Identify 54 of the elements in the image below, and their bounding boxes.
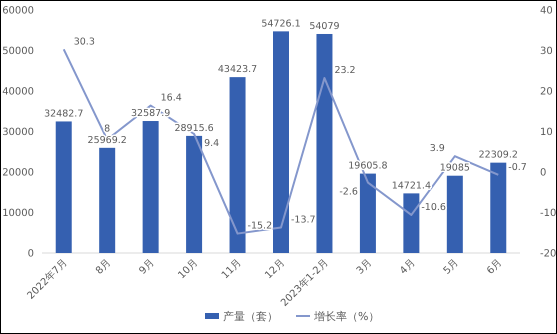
data-label: 30.3 bbox=[74, 36, 95, 48]
x-tick-label: 10月 bbox=[176, 257, 200, 282]
bar bbox=[56, 121, 72, 253]
y2-tick-label: 20 bbox=[540, 86, 553, 98]
data-label: -0.7 bbox=[508, 162, 527, 173]
data-label: -10.6 bbox=[421, 202, 446, 213]
bar bbox=[403, 193, 420, 253]
x-tick-label: 4月 bbox=[398, 257, 418, 277]
y-tick-label: 20000 bbox=[2, 168, 34, 178]
bar bbox=[446, 176, 463, 253]
y2-tick-label: 40 bbox=[540, 6, 553, 16]
bar bbox=[142, 121, 159, 253]
data-label: 14721.4 bbox=[392, 180, 432, 192]
y-tick-label: 40000 bbox=[2, 86, 34, 98]
y2-tick-label: 30 bbox=[540, 46, 553, 57]
bar bbox=[230, 77, 246, 253]
bar bbox=[186, 136, 202, 253]
bar bbox=[490, 162, 506, 253]
y2-tick-label: -20 bbox=[540, 248, 556, 260]
y2-tick-label: 0 bbox=[540, 168, 546, 178]
x-tick-label: 3月 bbox=[354, 257, 374, 277]
x-tick-label: 5月 bbox=[442, 257, 461, 277]
data-label: -2.6 bbox=[339, 186, 358, 198]
legend-label: 产量（套） bbox=[223, 310, 278, 323]
y-tick-label: 0 bbox=[28, 248, 34, 260]
data-label: 3.9 bbox=[430, 143, 445, 154]
bar bbox=[273, 31, 289, 253]
y2-tick-label: 10 bbox=[540, 127, 553, 138]
data-label: 8 bbox=[104, 124, 110, 135]
bar bbox=[316, 34, 332, 253]
x-tick-label: 6月 bbox=[485, 257, 504, 277]
x-tick-label: 8月 bbox=[94, 257, 114, 277]
data-label: 9.4 bbox=[204, 138, 220, 149]
y-tick-label: 10000 bbox=[2, 208, 34, 219]
bar bbox=[99, 148, 116, 253]
data-label: 54079 bbox=[309, 20, 340, 32]
legend-label: 增长率（%） bbox=[313, 310, 380, 323]
y-tick-label: 60000 bbox=[2, 6, 34, 16]
data-label: 16.4 bbox=[160, 92, 182, 104]
bar bbox=[360, 174, 376, 253]
data-label: -15.2 bbox=[248, 220, 272, 232]
y-tick-label: 30000 bbox=[2, 127, 34, 138]
y-tick-label: 50000 bbox=[2, 46, 34, 57]
x-tick-label: 11月 bbox=[220, 257, 244, 282]
data-label: 43423.7 bbox=[218, 64, 258, 76]
data-label: 54726.1 bbox=[261, 18, 301, 30]
x-tick-label: 9月 bbox=[137, 257, 157, 277]
data-label: 22309.2 bbox=[478, 150, 518, 161]
data-label: 25969.2 bbox=[88, 134, 127, 146]
y2-tick-label: -10 bbox=[540, 208, 556, 219]
data-label: 23.2 bbox=[334, 65, 356, 76]
data-label: -13.7 bbox=[291, 214, 316, 226]
x-tick-label: 12月 bbox=[263, 257, 288, 282]
data-label: 32482.7 bbox=[44, 108, 84, 120]
